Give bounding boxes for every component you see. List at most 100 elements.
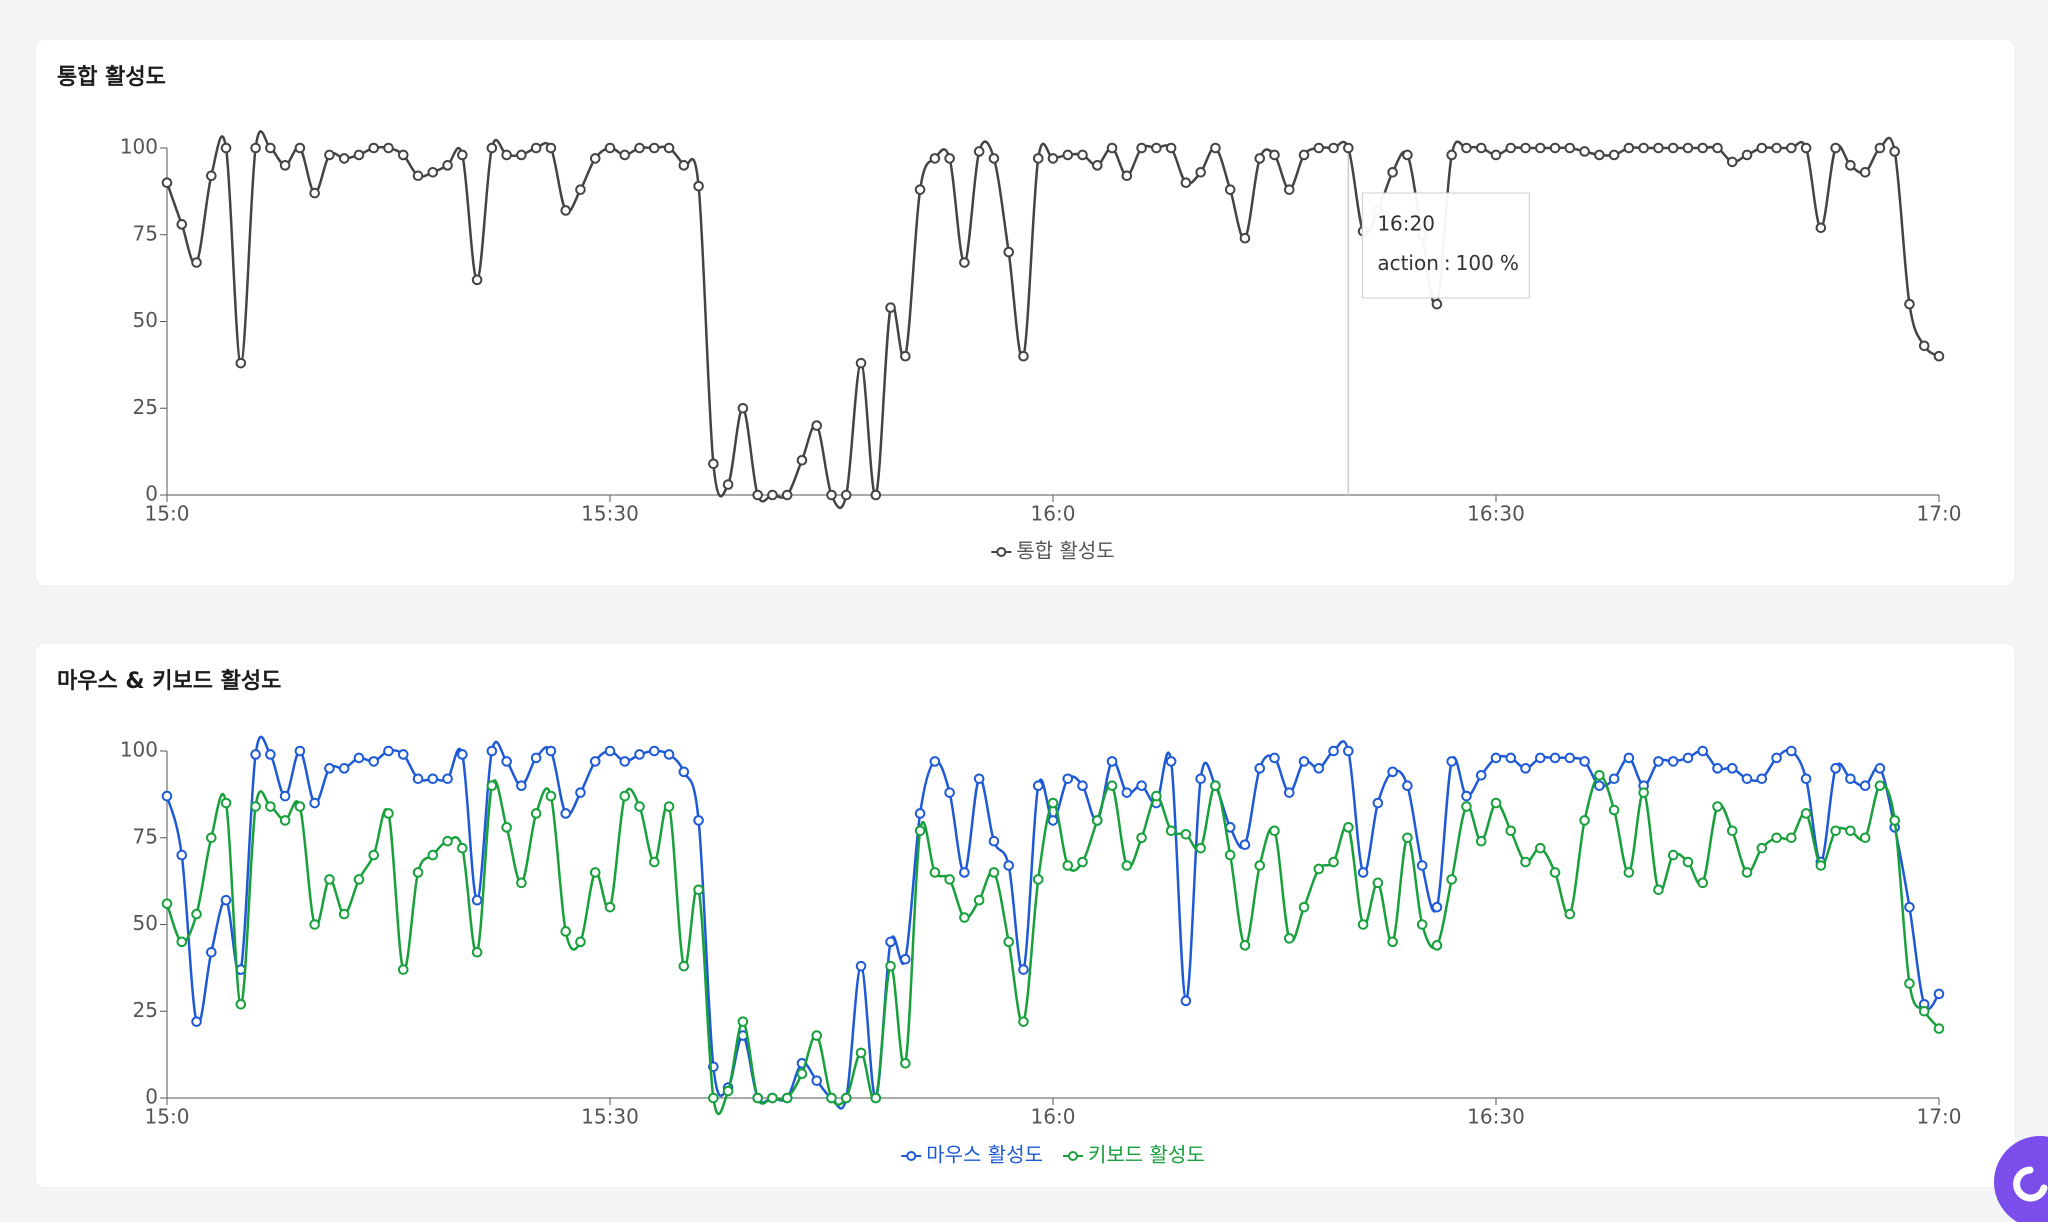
point (870, 1092, 882, 1104)
point (1859, 832, 1871, 844)
point (235, 999, 247, 1010)
point (1136, 142, 1147, 154)
point (1786, 142, 1797, 154)
point (1269, 825, 1280, 837)
point (826, 1092, 837, 1104)
point (1874, 763, 1886, 774)
point (1416, 919, 1428, 930)
point (1520, 856, 1531, 868)
point (1594, 780, 1605, 792)
point (678, 960, 690, 972)
point (1475, 142, 1487, 154)
point (471, 946, 483, 958)
legend-label: 키보드 활성도 (1088, 1143, 1205, 1167)
point (545, 790, 557, 802)
point (1712, 801, 1723, 812)
y-tick-label: 25 (133, 395, 158, 419)
legend-label: 통합 활성도 (1016, 539, 1114, 563)
point (1653, 884, 1664, 896)
point (516, 780, 527, 792)
point (1254, 153, 1266, 164)
point (191, 908, 202, 920)
point (885, 302, 896, 313)
point (959, 867, 970, 878)
point (1298, 149, 1310, 161)
point (1151, 142, 1162, 154)
point (1077, 780, 1088, 792)
tooltip-box (1361, 192, 1530, 299)
point (1800, 773, 1812, 785)
point (1195, 773, 1206, 785)
point (294, 745, 306, 757)
point (796, 455, 808, 466)
point (309, 919, 320, 930)
point (1357, 919, 1369, 930)
point (973, 146, 985, 157)
y-tick-label: 100 (120, 135, 158, 159)
point (1653, 142, 1664, 154)
point (752, 489, 763, 501)
point (1475, 769, 1487, 781)
point (1771, 142, 1782, 154)
point (1047, 815, 1059, 826)
point (1726, 825, 1738, 837)
point (545, 142, 557, 154)
point (1564, 752, 1576, 764)
point (619, 756, 631, 767)
tooltip: 16:20 action:100% (1361, 192, 1530, 299)
point (206, 832, 217, 844)
point (1077, 149, 1088, 161)
point (1859, 780, 1871, 792)
point (870, 489, 882, 501)
point (1032, 874, 1044, 885)
point (1165, 142, 1177, 154)
point (1446, 756, 1457, 767)
point (1151, 790, 1162, 802)
point (1032, 153, 1044, 164)
point (501, 756, 512, 767)
point (1697, 142, 1709, 154)
point (1372, 877, 1384, 889)
point (1830, 763, 1841, 774)
point (1549, 752, 1561, 764)
point (1283, 184, 1295, 195)
point (176, 219, 188, 230)
point (457, 749, 468, 760)
point (1756, 842, 1768, 854)
point (649, 856, 660, 868)
point (1830, 142, 1841, 154)
point (944, 153, 955, 164)
point (161, 790, 173, 802)
point (737, 402, 749, 414)
point (1904, 978, 1915, 989)
point (1239, 232, 1251, 244)
point (1594, 769, 1605, 781)
y-tick-label: 50 (133, 308, 158, 332)
point (1210, 142, 1221, 154)
point (840, 489, 852, 501)
point (397, 149, 409, 161)
point (279, 160, 291, 171)
point (1106, 780, 1118, 792)
legend: 통합 활성도 (991, 539, 1115, 563)
point (1121, 787, 1133, 798)
point (1180, 177, 1192, 188)
point (1623, 867, 1635, 878)
point (767, 489, 778, 501)
point (1431, 901, 1443, 913)
point (560, 926, 572, 937)
point (1461, 790, 1472, 802)
point (265, 749, 276, 760)
tooltip-text: % (1500, 251, 1519, 275)
chat-icon[interactable] (2013, 1166, 2048, 1202)
point (1800, 142, 1812, 154)
point (1343, 822, 1354, 833)
point (663, 749, 675, 760)
point (826, 489, 837, 501)
y-tick-label: 75 (133, 824, 158, 848)
point (1535, 752, 1546, 764)
point (1136, 832, 1147, 844)
point (442, 835, 453, 847)
